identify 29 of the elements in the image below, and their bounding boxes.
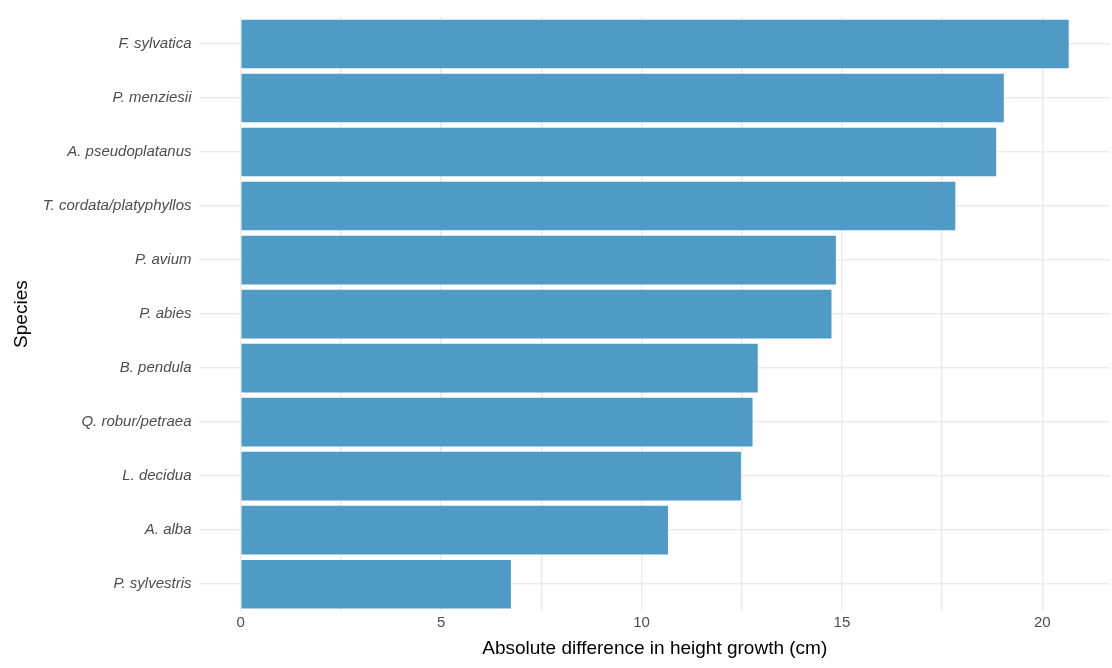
y-tick-label: L. decidua: [122, 466, 192, 484]
bar: [241, 343, 758, 393]
y-tick-label: P. sylvestris: [113, 574, 192, 592]
bar: [241, 235, 836, 285]
bar: [241, 289, 832, 339]
x-tick-label: 5: [436, 613, 446, 631]
bar: [241, 559, 511, 609]
x-tick-label: 10: [633, 613, 650, 631]
y-tick-label: F. sylvatica: [118, 34, 192, 52]
x-tick-label: 15: [833, 613, 851, 631]
y-tick-label: A. pseudoplatanus: [66, 142, 192, 160]
y-tick-label: P. menziesii: [112, 88, 193, 106]
y-tick-label: Q. robur/petraea: [81, 412, 192, 430]
x-tick-label: 0: [236, 613, 245, 631]
bar: [241, 505, 668, 555]
y-tick-label: P. abies: [139, 304, 192, 322]
bar: [241, 397, 753, 447]
bar: [241, 451, 741, 501]
bar: [241, 181, 956, 231]
bar: [241, 73, 1004, 123]
x-axis-title: Absolute difference in height growth (cm): [482, 636, 828, 658]
y-tick-label: B. pendula: [119, 358, 192, 376]
y-tick-label: P. avium: [135, 250, 192, 268]
y-tick-label: T. cordata/platyphyllos: [42, 196, 192, 214]
bar: [241, 127, 997, 177]
y-axis-title: Species: [9, 280, 31, 348]
x-tick-label: 20: [1033, 613, 1051, 631]
y-tick-label: A. alba: [143, 520, 192, 538]
bar: [241, 19, 1069, 69]
